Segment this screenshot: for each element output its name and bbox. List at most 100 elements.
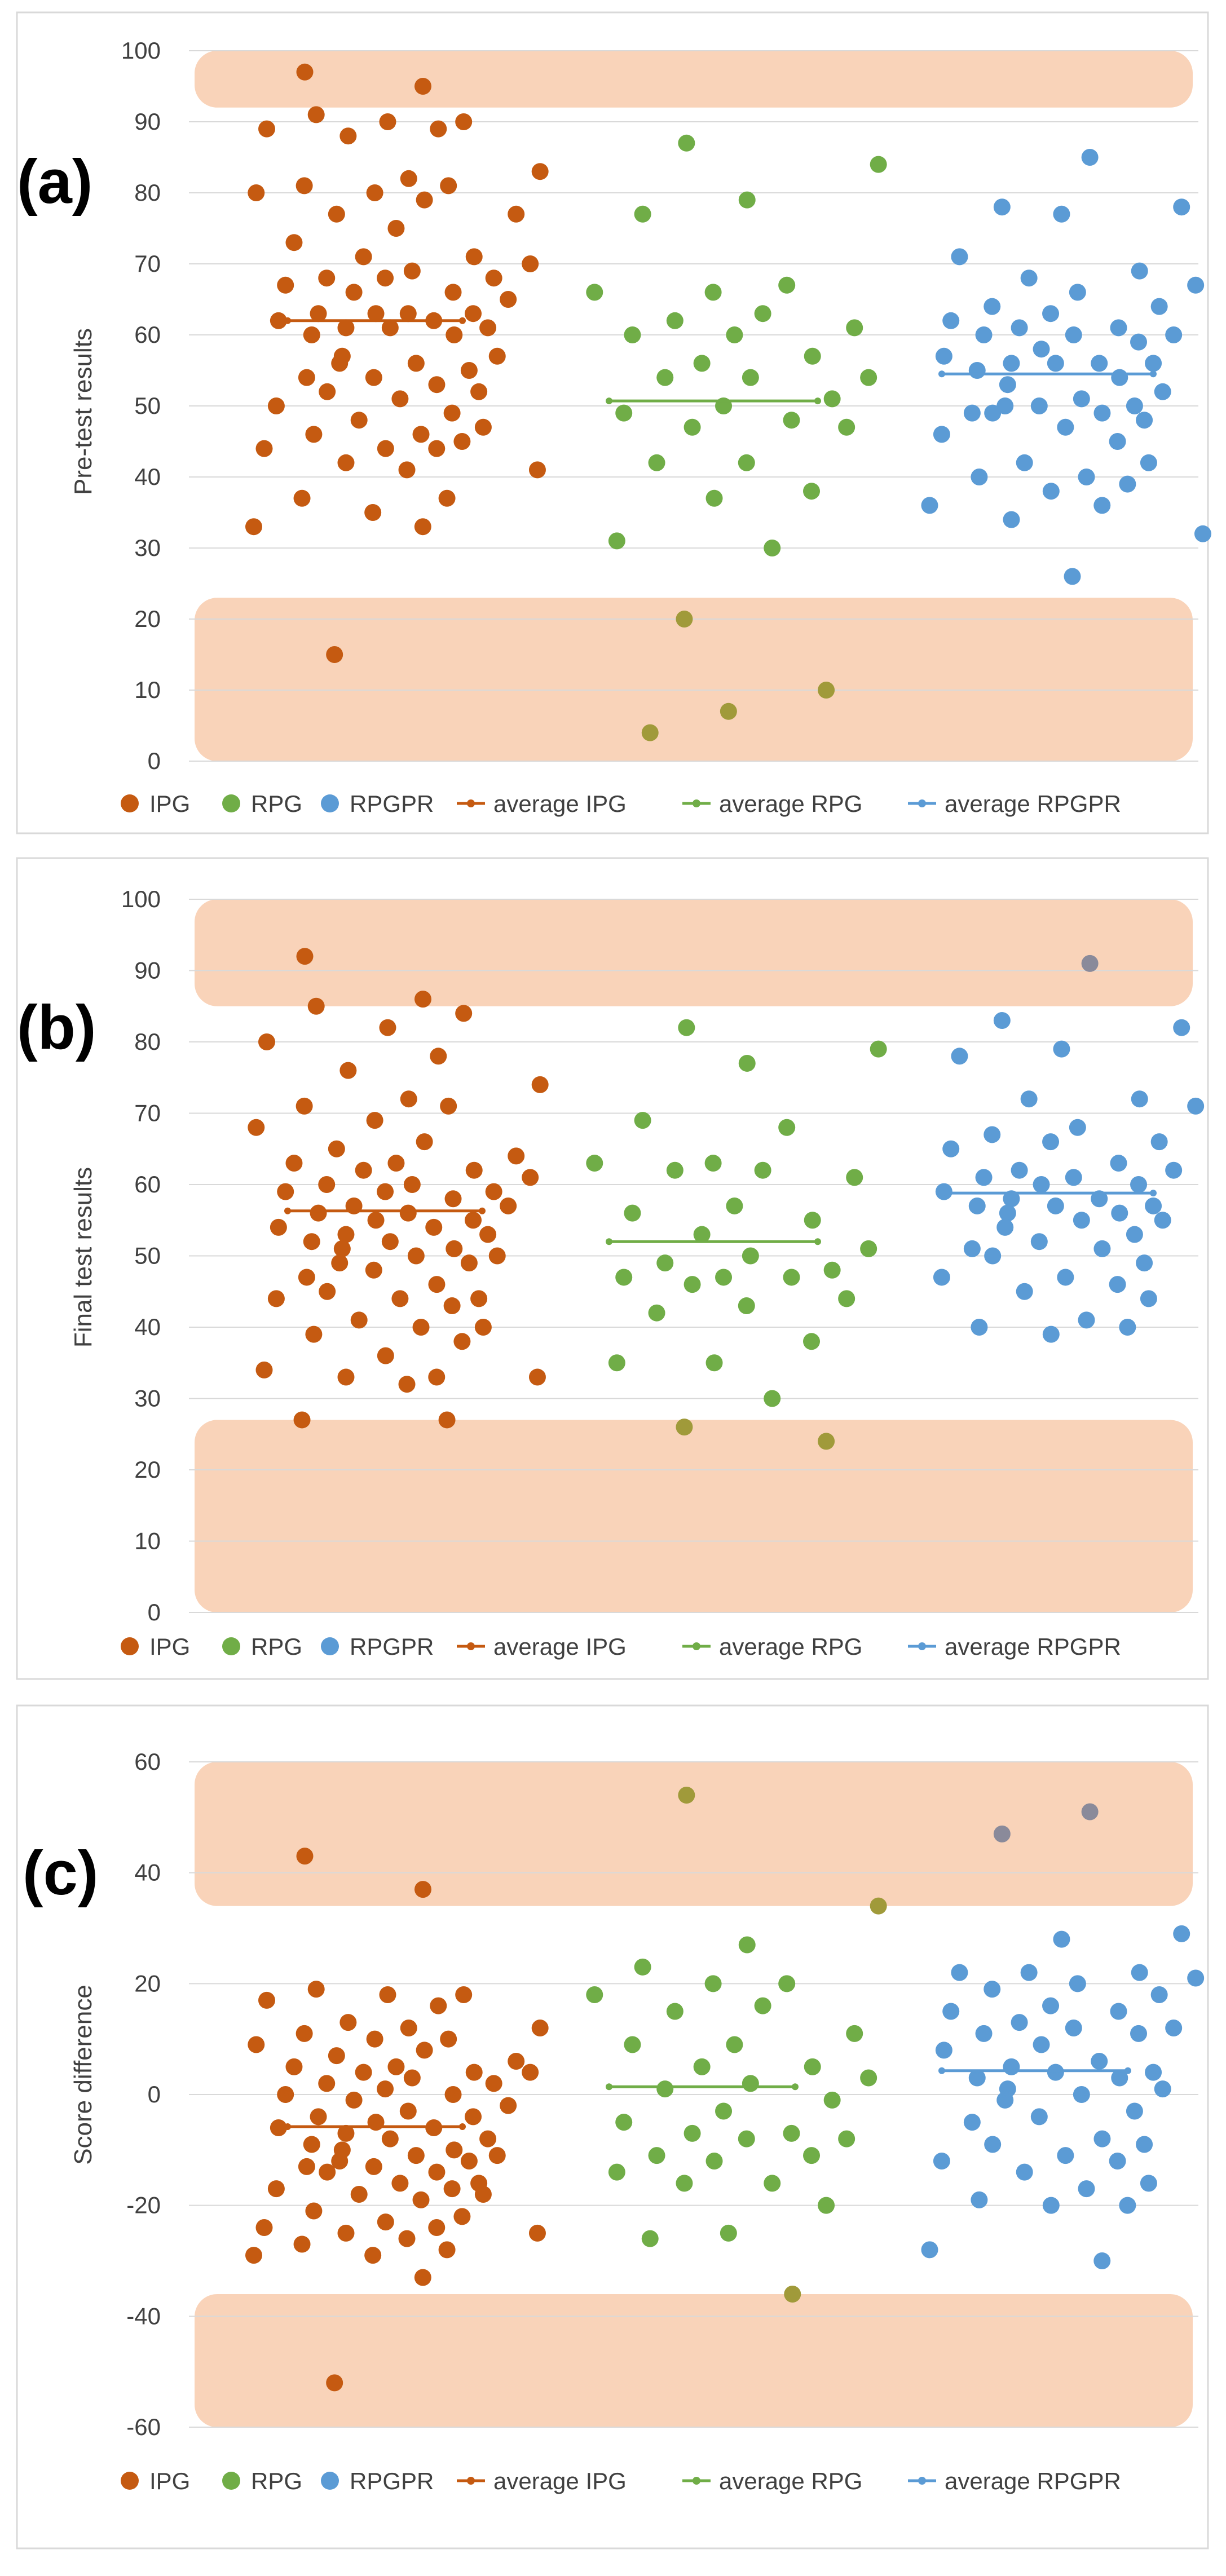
chart-panel-c: (c) Score difference xyxy=(23,1839,98,2165)
average-line-endpoint xyxy=(1150,1190,1157,1197)
data-point-ipg xyxy=(277,2086,294,2103)
data-point-ipg xyxy=(412,2191,430,2208)
legend-marker xyxy=(467,1642,475,1650)
data-point-rpgpr xyxy=(1011,1161,1028,1179)
data-point-ipg xyxy=(400,170,417,187)
data-point-rpgpr xyxy=(1150,1986,1168,2003)
data-point-rpg xyxy=(870,1040,887,1058)
data-point-ipg xyxy=(416,1133,433,1151)
y-tick-label: 20 xyxy=(134,1456,161,1483)
data-point-ipg xyxy=(245,2247,262,2264)
data-point-ipg xyxy=(531,1076,549,1093)
data-point-ipg xyxy=(318,269,336,287)
legend-label: IPG xyxy=(149,2468,190,2494)
data-point-ipg xyxy=(528,1368,546,1386)
average-line-endpoint xyxy=(459,317,466,324)
data-point-rpgpr xyxy=(1119,2197,1136,2214)
data-point-ipg xyxy=(310,305,327,322)
data-point-rpgpr xyxy=(1111,2069,1128,2087)
data-point-ipg xyxy=(400,2020,417,2036)
data-point-ipg xyxy=(270,2119,287,2136)
data-point-ipg xyxy=(387,2058,405,2075)
legend-label: average IPG xyxy=(493,2468,627,2494)
data-point-ipg xyxy=(391,1290,409,1307)
average-line-endpoint xyxy=(938,1190,945,1197)
data-point-rpgpr xyxy=(1078,1311,1095,1329)
data-point-rpgpr xyxy=(1003,355,1020,372)
data-point-ipg xyxy=(318,2075,336,2092)
data-point-rpgpr xyxy=(1042,305,1060,322)
data-point-rpg xyxy=(803,1333,821,1350)
data-point-rpgpr xyxy=(1145,2064,1162,2081)
data-point-ipg xyxy=(381,2130,399,2148)
data-point-rpgpr xyxy=(1131,1964,1148,1981)
legend-marker xyxy=(321,794,339,812)
data-point-rpg xyxy=(641,724,659,741)
data-point-rpg xyxy=(676,2175,693,2192)
data-point-rpg xyxy=(715,1269,733,1286)
data-point-rpgpr xyxy=(1042,483,1060,500)
data-point-ipg xyxy=(453,1333,471,1350)
data-point-ipg xyxy=(255,2219,273,2236)
data-point-ipg xyxy=(366,184,383,201)
data-point-rpg xyxy=(804,1212,821,1229)
average-line-endpoint xyxy=(606,397,612,405)
data-point-rpg xyxy=(586,1986,603,2003)
data-point-rpg xyxy=(676,611,693,628)
legend-marker xyxy=(467,2477,475,2485)
data-point-rpgpr xyxy=(921,2241,938,2259)
legend-marker xyxy=(918,1642,926,1650)
data-point-rpgpr xyxy=(1126,1226,1143,1243)
data-point-rpgpr xyxy=(993,1012,1011,1029)
data-point-ipg xyxy=(398,461,416,479)
data-point-rpgpr xyxy=(1119,1319,1136,1336)
data-point-ipg xyxy=(310,1204,327,1222)
data-point-ipg xyxy=(305,2202,323,2220)
data-point-ipg xyxy=(446,2141,463,2159)
data-point-ipg xyxy=(277,1183,294,1200)
data-point-ipg xyxy=(270,1218,287,1236)
data-point-rpgpr xyxy=(1109,2153,1126,2170)
legend-marker xyxy=(222,794,240,812)
data-point-ipg xyxy=(412,1319,430,1336)
data-point-ipg xyxy=(337,2124,355,2142)
data-point-rpgpr xyxy=(1042,1133,1060,1151)
data-point-ipg xyxy=(399,1204,417,1222)
data-point-rpgpr xyxy=(1073,2086,1090,2103)
data-point-ipg xyxy=(440,2030,457,2048)
average-line-endpoint xyxy=(814,1238,821,1245)
data-point-rpgpr xyxy=(1140,454,1157,471)
data-point-rpg xyxy=(738,191,756,209)
legend-marker xyxy=(918,799,926,807)
data-point-ipg xyxy=(453,433,471,450)
data-point-rpg xyxy=(683,1276,701,1293)
data-point-ipg xyxy=(367,1212,385,1229)
data-point-rpg xyxy=(666,312,683,329)
data-point-rpgpr xyxy=(1131,1090,1148,1108)
legend-marker xyxy=(222,1637,240,1655)
data-point-rpgpr xyxy=(1140,1290,1157,1307)
legend-label: average IPG xyxy=(493,790,627,817)
data-point-ipg xyxy=(444,284,462,301)
data-point-rpgpr xyxy=(1165,1161,1183,1179)
y-tick-label: 80 xyxy=(134,179,161,206)
data-point-rpg xyxy=(818,1433,835,1450)
legend: IPG RPG RPGPR average IPG average RPG average… xyxy=(121,2468,1121,2494)
data-point-ipg xyxy=(285,1155,303,1172)
highlight-band xyxy=(195,598,1193,761)
data-point-rpg xyxy=(648,2147,665,2164)
data-point-ipg xyxy=(337,1226,355,1243)
legend-label: RPG xyxy=(251,790,302,817)
data-point-rpgpr xyxy=(1093,404,1111,422)
data-point-ipg xyxy=(399,2102,417,2120)
data-point-rpgpr xyxy=(1119,475,1136,493)
data-point-rpgpr xyxy=(1140,2175,1157,2192)
legend-label: RPGPR xyxy=(350,2468,434,2494)
data-point-rpg xyxy=(764,540,781,556)
data-point-ipg xyxy=(443,2180,461,2198)
data-point-ipg xyxy=(398,2230,416,2247)
data-point-ipg xyxy=(331,1254,349,1272)
y-tick-label: 10 xyxy=(134,677,161,703)
data-point-ipg xyxy=(355,2064,372,2081)
